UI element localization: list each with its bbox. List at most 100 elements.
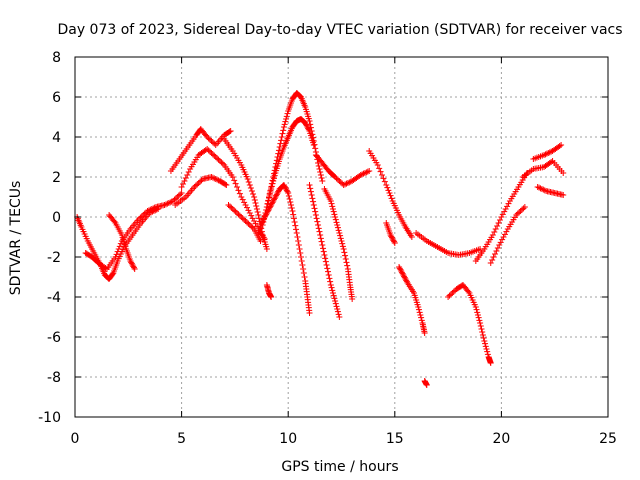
series-trace-26 xyxy=(519,158,567,180)
data-point xyxy=(396,265,403,272)
data-point xyxy=(349,296,356,302)
series-trace-11 xyxy=(259,116,317,228)
data-point xyxy=(208,138,215,144)
data-point xyxy=(519,206,526,213)
data-point xyxy=(315,225,322,232)
data-point xyxy=(325,272,332,278)
data-point xyxy=(109,271,116,277)
data-point xyxy=(558,142,565,148)
data-point xyxy=(253,223,260,230)
data-point xyxy=(207,148,214,155)
data-point xyxy=(398,269,405,276)
data-point xyxy=(501,208,508,215)
data-point xyxy=(361,170,368,176)
series-trace-24 xyxy=(530,142,565,162)
data-point xyxy=(185,169,192,175)
data-point xyxy=(396,264,403,270)
data-point xyxy=(167,199,174,206)
data-point xyxy=(145,207,152,214)
chart-title: Day 073 of 2023, Sidereal Day-to-day VTE… xyxy=(57,22,622,38)
data-point xyxy=(266,206,273,212)
data-point xyxy=(288,202,295,208)
data-point xyxy=(266,195,273,201)
data-point xyxy=(208,174,215,180)
data-point xyxy=(181,178,188,184)
data-point xyxy=(241,216,248,223)
data-point xyxy=(536,184,543,191)
y-tick-label: -8 xyxy=(47,370,61,386)
data-point xyxy=(270,198,277,204)
data-point xyxy=(487,260,494,266)
data-point xyxy=(211,152,218,159)
data-point xyxy=(340,246,347,252)
data-point xyxy=(317,172,324,178)
data-point xyxy=(490,254,497,260)
data-point xyxy=(374,162,381,168)
data-point xyxy=(332,300,339,307)
data-point xyxy=(313,215,320,222)
data-point xyxy=(331,295,338,302)
data-point xyxy=(267,189,274,195)
x-tick-label: 10 xyxy=(279,431,297,447)
data-point xyxy=(180,181,187,187)
data-point xyxy=(501,231,508,238)
data-point xyxy=(336,178,343,184)
data-point xyxy=(291,219,298,225)
data-point xyxy=(401,273,408,280)
data-point xyxy=(338,238,345,244)
data-point xyxy=(209,174,216,181)
data-point xyxy=(387,192,394,199)
data-point xyxy=(296,246,303,252)
data-point xyxy=(298,258,305,264)
data-point xyxy=(228,204,235,211)
data-point xyxy=(505,200,512,207)
data-point xyxy=(344,262,351,269)
data-point xyxy=(251,197,258,203)
data-point xyxy=(484,351,491,358)
data-point xyxy=(304,124,311,130)
data-point xyxy=(537,185,544,192)
data-point xyxy=(290,215,297,222)
data-point xyxy=(489,257,496,263)
data-point xyxy=(151,204,158,211)
data-point xyxy=(268,202,275,208)
data-point xyxy=(245,220,252,227)
data-point xyxy=(546,149,553,156)
data-point xyxy=(364,168,371,175)
data-point xyxy=(389,236,396,242)
data-point xyxy=(320,245,327,252)
data-point xyxy=(445,294,452,300)
data-point xyxy=(129,262,136,268)
data-point xyxy=(339,243,346,250)
data-point xyxy=(339,240,346,247)
data-point xyxy=(401,274,408,281)
data-point xyxy=(538,186,545,192)
data-point xyxy=(137,214,144,221)
data-point xyxy=(235,187,242,194)
data-point xyxy=(254,209,261,215)
data-point xyxy=(323,262,330,268)
data-point xyxy=(447,291,454,298)
data-point xyxy=(333,175,340,182)
data-point xyxy=(399,270,406,277)
data-point xyxy=(334,176,341,183)
data-point xyxy=(498,214,505,220)
data-point xyxy=(332,174,339,180)
y-axis-title: SDTVAR / TECUs xyxy=(8,181,24,296)
data-point xyxy=(295,238,302,244)
data-point xyxy=(290,211,297,218)
data-point xyxy=(182,175,189,181)
data-point xyxy=(472,304,479,310)
data-point xyxy=(541,187,548,194)
data-point xyxy=(477,323,484,329)
data-point xyxy=(326,275,333,282)
data-point xyxy=(534,184,541,190)
data-point xyxy=(272,194,279,200)
data-point xyxy=(310,202,317,208)
y-tick-label: 4 xyxy=(52,130,61,146)
data-point xyxy=(342,252,349,259)
data-point xyxy=(243,204,250,211)
data-point xyxy=(388,234,395,241)
data-point xyxy=(385,187,392,194)
data-point xyxy=(329,206,336,212)
